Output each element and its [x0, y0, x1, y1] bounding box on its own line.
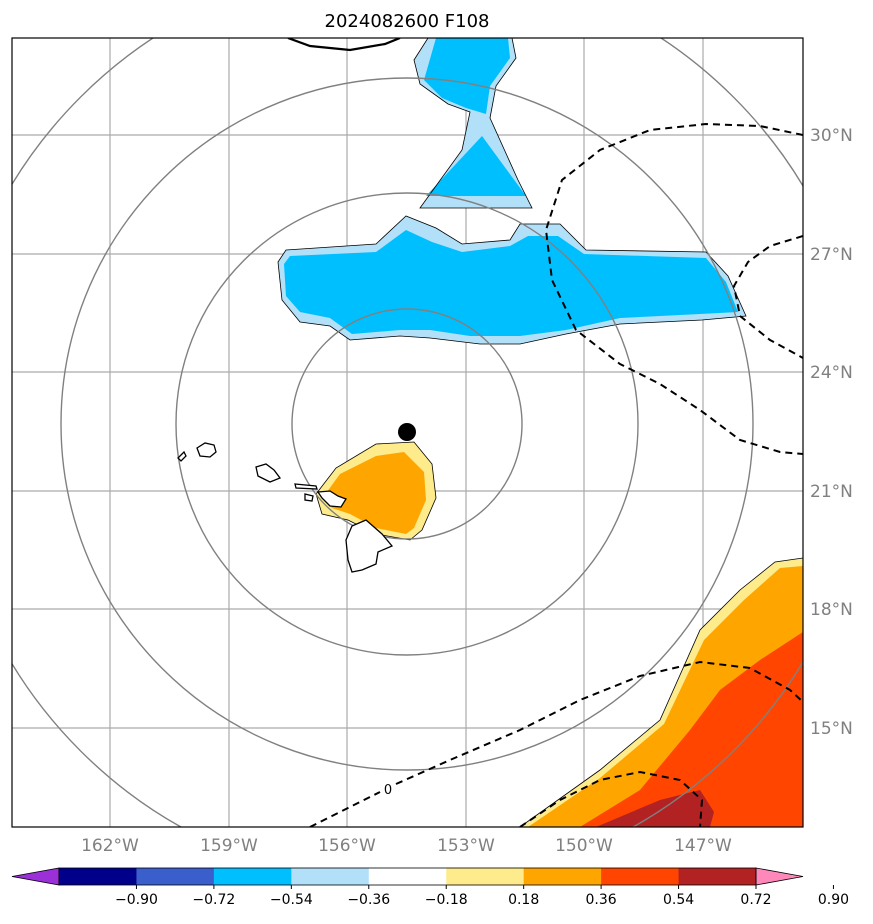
lat-label: 27°N	[810, 245, 853, 265]
lat-label: 18°N	[810, 600, 853, 620]
latitude-labels: 30°N 27°N 24°N 21°N 18°N 15°N	[810, 126, 853, 739]
lat-label: 30°N	[810, 126, 853, 146]
colorbar-tick-label: 0.18	[508, 892, 539, 908]
colorbar-tick-label: −0.18	[425, 892, 468, 908]
map-area: 0	[12, 38, 803, 827]
colorbar-segment	[291, 868, 370, 885]
colorbar-tick-label: 0.54	[663, 892, 694, 908]
colorbar-segment	[368, 868, 447, 885]
colorbar-tick-label: −0.72	[192, 892, 235, 908]
lon-label: 147°W	[674, 836, 732, 856]
lat-label: 21°N	[810, 482, 853, 502]
negative-anomaly-north	[413, 38, 533, 209]
colorbar-tick-label: −0.90	[115, 892, 158, 908]
storm-center-marker	[398, 423, 416, 441]
colorbar-segment	[213, 868, 292, 885]
lon-label: 153°W	[437, 836, 495, 856]
lon-label: 150°W	[555, 836, 613, 856]
colorbar-segment	[59, 868, 137, 885]
lon-label: 159°W	[200, 836, 258, 856]
hawaiian-islands	[177, 442, 394, 573]
colorbar-tick-label: 0.90	[818, 892, 849, 908]
lat-label: 15°N	[810, 719, 853, 739]
graticule	[12, 38, 803, 827]
colorbar-segment	[446, 868, 525, 885]
lon-label: 156°W	[318, 836, 376, 856]
colorbar: −0.90 −0.72 −0.54 −0.36 −0.18 0.18 0.36 0.54 0.7…	[11, 867, 849, 908]
lon-label: 162°W	[81, 836, 139, 856]
colorbar-segment	[523, 868, 602, 885]
colorbar-tick-label: 0.72	[740, 892, 771, 908]
colorbar-tick-label: −0.36	[347, 892, 390, 908]
range-rings	[12, 38, 803, 827]
colorbar-segment	[136, 868, 215, 885]
lat-label: 24°N	[810, 363, 853, 383]
colorbar-segment	[601, 868, 680, 885]
contour-label: 0	[384, 783, 392, 798]
longitude-labels: 162°W 159°W 156°W 153°W 150°W 147°W	[81, 836, 732, 856]
map-title: 2024082600 F108	[325, 11, 490, 32]
solid-contour-north	[287, 38, 401, 52]
colorbar-extend-low	[11, 867, 60, 886]
positive-anomaly-center	[315, 441, 437, 541]
dashed-contours	[309, 122, 803, 827]
colorbar-tick-label: −0.54	[270, 892, 313, 908]
positive-anomaly-southeast	[519, 557, 803, 827]
colorbar-tick-label: 0.36	[586, 892, 617, 908]
colorbar-extend-high	[755, 867, 804, 886]
colorbar-outline	[58, 867, 757, 886]
map-frame	[11, 37, 804, 828]
colorbar-segment	[678, 868, 757, 885]
